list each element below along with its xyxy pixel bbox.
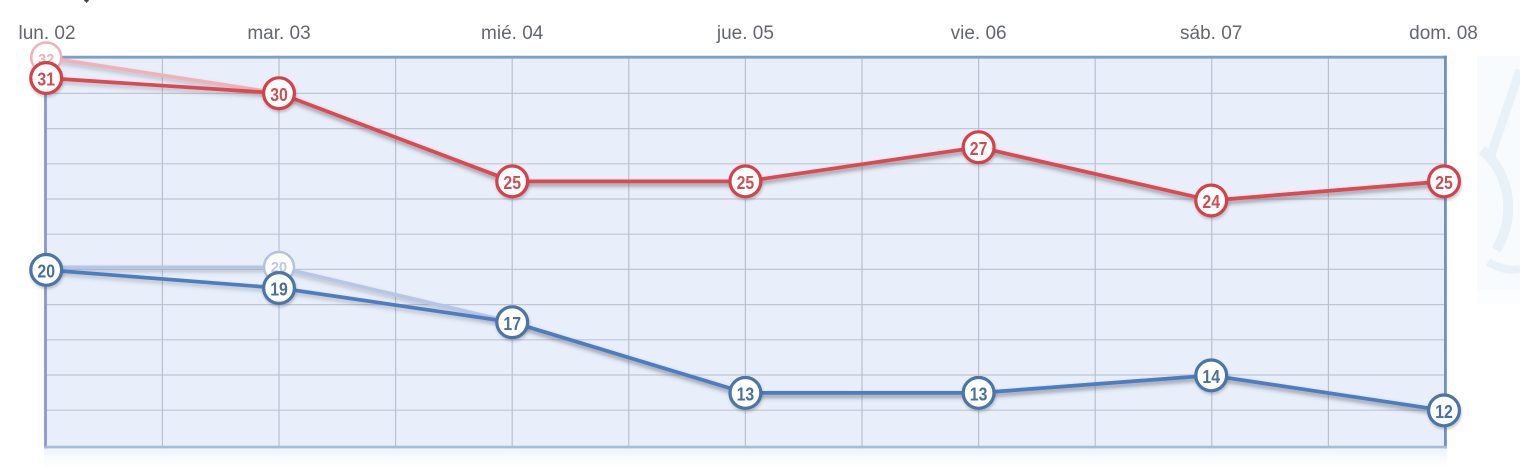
svg-text:17: 17 [503, 313, 521, 334]
svg-text:13: 13 [737, 384, 755, 405]
svg-text:14: 14 [1202, 366, 1220, 387]
svg-text:20: 20 [37, 261, 55, 282]
svg-text:lun. 02: lun. 02 [18, 23, 75, 44]
svg-text:13: 13 [970, 384, 988, 405]
svg-text:vie. 06: vie. 06 [951, 23, 1007, 44]
svg-text:mié. 04: mié. 04 [481, 23, 544, 44]
svg-text:sáb. 07: sáb. 07 [1180, 23, 1242, 44]
svg-text:19: 19 [270, 279, 288, 300]
svg-text:30: 30 [270, 84, 288, 105]
svg-text:jue. 05: jue. 05 [716, 23, 774, 44]
svg-text:27: 27 [970, 138, 988, 159]
svg-text:25: 25 [1435, 172, 1453, 193]
svg-text:12: 12 [1435, 401, 1453, 422]
svg-text:25: 25 [737, 172, 755, 193]
svg-text:25: 25 [503, 172, 521, 193]
svg-text:24: 24 [1202, 191, 1220, 212]
svg-text:dom. 08: dom. 08 [1409, 23, 1478, 44]
svg-text:31: 31 [37, 69, 55, 90]
svg-text:mar. 03: mar. 03 [247, 23, 310, 44]
